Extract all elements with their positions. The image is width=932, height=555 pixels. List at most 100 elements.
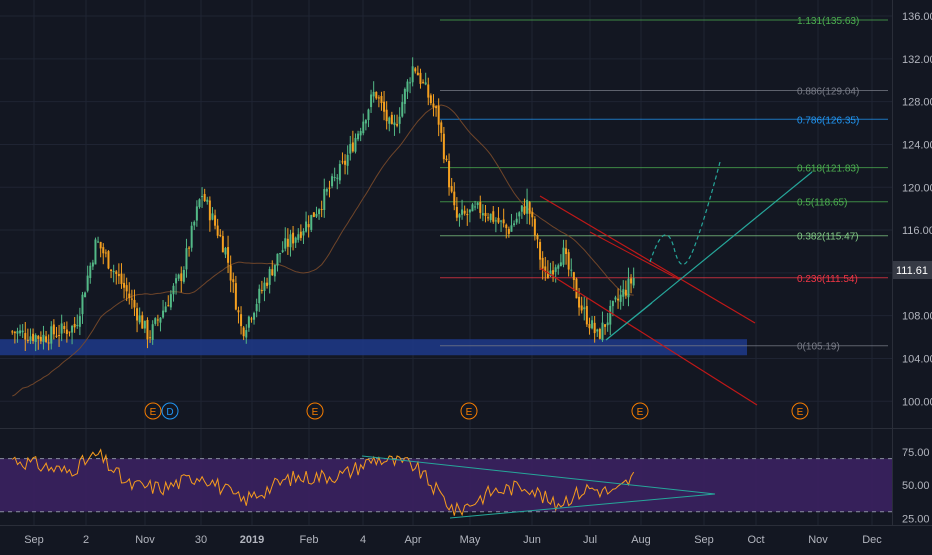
candle-up: [34, 335, 37, 342]
horizontal-grid: [0, 15, 892, 402]
candle-up: [622, 289, 625, 297]
candle-up: [557, 265, 560, 269]
time-axis[interactable]: Sep 2 Nov 30 2019 Feb 4 Apr May Jun Jul Aug Sep Oct No…: [24, 534, 882, 546]
channel-upper-line[interactable]: [539, 195, 756, 324]
event-marker[interactable]: E: [460, 402, 478, 420]
candle-up: [273, 264, 276, 277]
vertical-grid: [33, 0, 873, 525]
candle-down: [341, 161, 344, 163]
candle-down: [133, 299, 136, 308]
drawing-tools[interactable]: [539, 161, 813, 406]
last-price-tag: 111.61: [893, 261, 932, 279]
candle-up: [411, 66, 414, 83]
candle-down: [227, 247, 230, 263]
candle-down: [104, 252, 107, 254]
candle-down: [214, 215, 217, 226]
channel-lower-line[interactable]: [539, 267, 758, 406]
candle-up: [388, 117, 391, 124]
candle-down: [13, 331, 16, 334]
rsi-upper-trendline[interactable]: [361, 455, 716, 495]
candle-down: [453, 191, 456, 206]
event-marker[interactable]: E: [791, 402, 809, 420]
time-axis-tick-label: Feb: [300, 534, 319, 546]
candle-up: [177, 274, 180, 279]
candle-up: [481, 213, 484, 216]
candle-up: [583, 307, 586, 310]
ascending-trendline[interactable]: [605, 171, 813, 341]
candle-up: [393, 122, 396, 126]
event-marker-circle[interactable]: [460, 402, 478, 420]
candle-down: [541, 257, 544, 269]
candle-down: [32, 333, 35, 342]
event-marker[interactable]: E: [631, 402, 649, 420]
rsi-lower-trendline[interactable]: [449, 493, 716, 519]
candle-up: [89, 265, 92, 279]
candle-down: [533, 218, 536, 236]
candle-down: [271, 269, 274, 276]
candle-up: [151, 324, 154, 340]
rsi-line: [11, 448, 635, 517]
candle-down: [617, 298, 620, 301]
candle-down: [120, 273, 123, 284]
fib-level-label: 0.786(126.35): [797, 115, 859, 126]
candle-up: [354, 137, 357, 152]
candle-down: [39, 336, 42, 342]
time-axis-tick-label: 2: [83, 534, 89, 546]
candle-up: [21, 330, 24, 333]
rsi-pane[interactable]: [0, 448, 892, 519]
candle-down: [572, 272, 575, 281]
candle-down: [375, 92, 378, 99]
candle-up: [172, 285, 175, 295]
price-pane[interactable]: 1.131(135.63) 0.886(129.04) 0.786(126.35) 0…: [0, 16, 888, 420]
projected-path[interactable]: [649, 161, 721, 266]
price-axis[interactable]: 136.00132.00128.00124.00120.00116.00112.…: [902, 11, 932, 408]
candle-up: [461, 209, 464, 215]
candle-up: [247, 316, 250, 328]
candle-up: [284, 238, 287, 249]
event-marker-circle[interactable]: [791, 402, 809, 420]
candle-up: [169, 294, 172, 308]
candle-down: [107, 251, 110, 269]
candle-down: [167, 305, 170, 307]
price-axis-tick-label: 120.00: [902, 182, 932, 194]
candle-up: [81, 294, 84, 315]
candle-down: [437, 105, 440, 125]
candle-down: [47, 342, 50, 344]
candle-up: [526, 199, 529, 214]
event-marker[interactable]: D: [161, 402, 179, 420]
candle-up: [362, 121, 365, 134]
rsi-axis[interactable]: 75.00 50.00 25.00: [902, 447, 930, 525]
candle-down: [598, 328, 601, 339]
wedge-upper-line[interactable]: [589, 231, 681, 281]
candle-up: [185, 248, 188, 270]
candle-up: [182, 269, 185, 282]
candle-down: [593, 322, 596, 334]
candle-down: [156, 319, 159, 321]
fib-level-label: 1.131(135.63): [797, 16, 859, 27]
event-marker[interactable]: E: [144, 402, 162, 420]
candle-down: [110, 269, 113, 272]
event-marker-label: D: [166, 407, 173, 418]
candle-down: [216, 225, 219, 236]
candle-up: [297, 234, 300, 240]
candle-down: [237, 310, 240, 313]
candle-up: [279, 253, 282, 255]
event-marker-circle[interactable]: [306, 402, 324, 420]
event-marker[interactable]: E: [306, 402, 324, 420]
candle-up: [281, 250, 284, 253]
event-marker-circle[interactable]: [144, 402, 162, 420]
candle-up: [310, 214, 313, 230]
candle-down: [429, 95, 432, 104]
candle-down: [128, 293, 131, 298]
candle-down: [117, 273, 120, 277]
candle-down: [180, 273, 183, 282]
price-axis-tick-label: 108.00: [902, 311, 932, 323]
candle-up: [458, 214, 461, 218]
event-marker-circle[interactable]: [631, 402, 649, 420]
candle-down: [320, 208, 323, 210]
candle-down: [52, 324, 55, 335]
event-marker-label: E: [466, 407, 473, 418]
event-marker-circle[interactable]: [161, 402, 179, 420]
